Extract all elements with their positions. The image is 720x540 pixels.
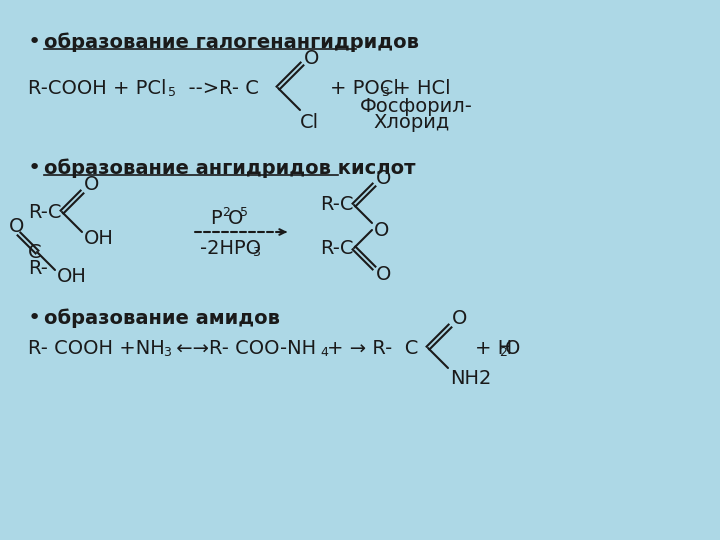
Text: •: • (28, 308, 41, 328)
Text: O: O (9, 217, 24, 235)
Text: O: O (505, 339, 521, 357)
Text: R-C: R-C (320, 195, 354, 214)
Text: R-COOH + PCl: R-COOH + PCl (28, 78, 166, 98)
Text: + H: + H (475, 339, 512, 357)
Text: ←→R- COO-NH: ←→R- COO-NH (170, 339, 316, 357)
Text: O: O (374, 220, 390, 240)
Text: R-: R- (28, 259, 48, 278)
Text: 3: 3 (252, 246, 260, 260)
Text: P: P (210, 208, 222, 227)
Text: образование галогенангидридов: образование галогенангидридов (44, 32, 419, 52)
Text: -->R- C: -->R- C (176, 78, 259, 98)
Text: Cl: Cl (300, 112, 319, 132)
Text: •: • (28, 32, 41, 52)
Text: образование ангидридов кислот: образование ангидридов кислот (44, 158, 415, 178)
Text: 2: 2 (499, 347, 507, 360)
Text: + → R-  C: + → R- C (327, 339, 418, 357)
Text: R-C: R-C (28, 202, 61, 221)
Text: O: O (376, 168, 392, 187)
Text: -2HPO: -2HPO (200, 239, 261, 258)
Text: •: • (28, 158, 41, 178)
Text: Фосфорил-: Фосфорил- (360, 97, 473, 116)
Text: O: O (84, 176, 99, 194)
Text: 5: 5 (240, 206, 248, 219)
Text: O: O (304, 49, 320, 68)
Text: O: O (452, 308, 467, 327)
Text: R- COOH +NH: R- COOH +NH (28, 339, 165, 357)
Text: C: C (28, 242, 42, 261)
Text: 4: 4 (320, 347, 328, 360)
Text: 3: 3 (381, 86, 389, 99)
Text: O: O (376, 266, 392, 285)
Text: OH: OH (57, 267, 87, 286)
Text: образование амидов: образование амидов (44, 308, 280, 328)
Text: OH: OH (84, 228, 114, 247)
Text: 2: 2 (222, 206, 230, 219)
Text: O: O (228, 208, 243, 227)
Text: + POCl: + POCl (330, 78, 399, 98)
Text: NH2: NH2 (450, 368, 491, 388)
Text: Хлорид: Хлорид (373, 112, 449, 132)
Text: 5: 5 (168, 86, 176, 99)
Text: + HCl: + HCl (388, 78, 451, 98)
Text: R-C: R-C (320, 239, 354, 258)
Text: 3: 3 (163, 347, 171, 360)
